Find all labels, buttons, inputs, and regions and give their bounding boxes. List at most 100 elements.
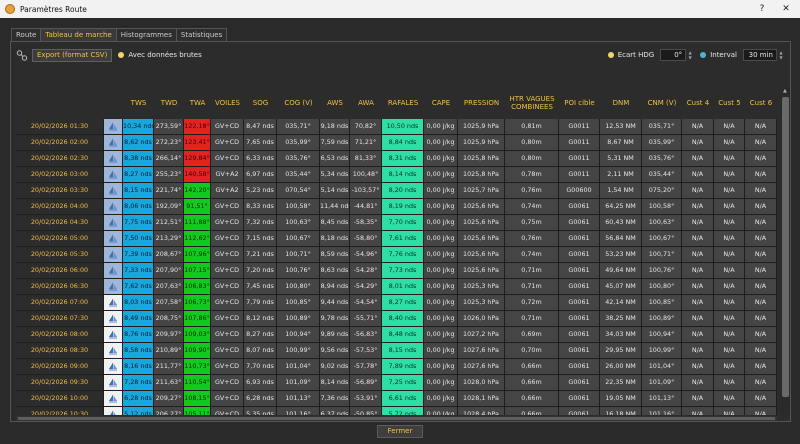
cell-dnm[interactable]: 53,23 NM xyxy=(600,247,642,263)
cell-voiles[interactable]: GV+CD xyxy=(211,231,244,247)
column-header-awa[interactable]: AWA xyxy=(358,99,374,107)
cell-c5[interactable]: N/A xyxy=(714,119,745,135)
column-header-cape[interactable]: CAPE xyxy=(431,99,451,107)
cell-awa[interactable]: 100,48° xyxy=(350,167,382,183)
cell-sog[interactable]: 8,07 nds xyxy=(244,343,277,359)
cell-awa[interactable]: -54,28° xyxy=(350,263,382,279)
scroll-up-icon[interactable]: ▲ xyxy=(783,88,787,94)
cell-c5[interactable]: N/A xyxy=(714,327,745,343)
cell-raf[interactable]: 8,15 nds xyxy=(382,343,424,359)
cell-twd[interactable]: 208,67° xyxy=(154,247,184,263)
cell-raf[interactable]: 8,27 nds xyxy=(382,295,424,311)
cell-twd[interactable]: 211,63° xyxy=(154,375,184,391)
cell-twa[interactable]: 140,58° xyxy=(184,167,211,183)
column-header-rafales[interactable]: RAFALES xyxy=(387,99,419,107)
cell-tws[interactable]: 8,38 nds xyxy=(123,151,154,167)
cell-raf[interactable]: 7,70 nds xyxy=(382,215,424,231)
cell-date[interactable]: 20/02/2026 05:30 xyxy=(16,247,104,263)
cell-aws[interactable]: 8,45 nds xyxy=(320,215,350,231)
cell-htr[interactable]: 0,66m xyxy=(505,407,559,415)
cell-twd[interactable]: 272,23° xyxy=(154,135,184,151)
cell-c5[interactable]: N/A xyxy=(714,199,745,215)
cell-voiles[interactable]: GV+CD xyxy=(211,311,244,327)
cell-cog[interactable]: 101,09° xyxy=(277,375,320,391)
column-header-cust-6[interactable]: Cust 6 xyxy=(749,99,773,107)
cell-voiles[interactable]: GV+CD xyxy=(211,119,244,135)
column-header-dnm[interactable]: DNM xyxy=(612,99,630,107)
tab-statistiques[interactable]: Statistiques xyxy=(175,28,228,41)
cell-poi[interactable]: G0061 xyxy=(559,295,600,311)
cell-poi[interactable]: G0061 xyxy=(559,375,600,391)
cell-c4[interactable]: N/A xyxy=(682,263,714,279)
cell-date[interactable]: 20/02/2026 02:30 xyxy=(16,151,104,167)
cell-poi[interactable]: G0061 xyxy=(559,263,600,279)
cell-c6[interactable]: N/A xyxy=(745,295,777,311)
column-header-icon[interactable] xyxy=(104,87,123,119)
cell-tws[interactable]: 8,16 nds xyxy=(123,359,154,375)
cell-sog[interactable]: 7,65 nds xyxy=(244,135,277,151)
cell-cog[interactable]: 101,04° xyxy=(277,359,320,375)
cell-htr[interactable]: 0,69m xyxy=(505,327,559,343)
cell-cog[interactable]: 100,67° xyxy=(277,231,320,247)
cell-c4[interactable]: N/A xyxy=(682,231,714,247)
cell-tws[interactable]: 7,39 nds xyxy=(123,247,154,263)
route-settings-icon[interactable] xyxy=(16,49,28,61)
cell-sog[interactable]: 7,32 nds xyxy=(244,215,277,231)
cell-awa[interactable]: -55,71° xyxy=(350,311,382,327)
cell-htr[interactable]: 0,75m xyxy=(505,215,559,231)
cell-twa[interactable]: 122,18° xyxy=(184,119,211,135)
tab-histogrammes[interactable]: Histogrammes xyxy=(115,28,177,41)
cell-dnm[interactable]: 1,54 NM xyxy=(600,183,642,199)
cell-twd[interactable]: 213,29° xyxy=(154,231,184,247)
column-header-aws[interactable]: AWS xyxy=(327,99,343,107)
table-row[interactable]: 20/02/2026 04:30 7,75 nds 212,51° 111,88° GV… xyxy=(16,215,777,231)
cell-cape[interactable]: 0,00 J/kg xyxy=(424,199,458,215)
cell-awa[interactable]: -44,81° xyxy=(350,199,382,215)
cell-tws[interactable]: 7,62 nds xyxy=(123,279,154,295)
cell-date[interactable]: 20/02/2026 07:30 xyxy=(16,311,104,327)
cell-sog[interactable]: 6,93 nds xyxy=(244,375,277,391)
cell-c5[interactable]: N/A xyxy=(714,359,745,375)
cell-c5[interactable]: N/A xyxy=(714,311,745,327)
cell-c6[interactable]: N/A xyxy=(745,263,777,279)
cell-twa[interactable]: 142,20° xyxy=(184,183,211,199)
column-header-pression[interactable]: PRESSION xyxy=(463,99,500,107)
cell-c6[interactable]: N/A xyxy=(745,407,777,415)
cell-voiles[interactable]: GV+CD xyxy=(211,343,244,359)
column-header-sog[interactable]: SOG xyxy=(252,99,269,107)
cell-date[interactable]: 20/02/2026 06:00 xyxy=(16,263,104,279)
cell-c5[interactable]: N/A xyxy=(714,263,745,279)
cell-raf[interactable]: 8,20 nds xyxy=(382,183,424,199)
cell-tws[interactable]: 8,06 nds xyxy=(123,199,154,215)
cell-aws[interactable]: 6,53 nds xyxy=(320,151,350,167)
cell-c6[interactable]: N/A xyxy=(745,279,777,295)
cell-date[interactable]: 20/02/2026 01:30 xyxy=(16,119,104,135)
cell-cog[interactable]: 100,71° xyxy=(277,247,320,263)
cell-c4[interactable]: N/A xyxy=(682,215,714,231)
cell-cog[interactable]: 100,76° xyxy=(277,263,320,279)
cell-cog[interactable]: 100,85° xyxy=(277,295,320,311)
cell-aws[interactable]: 7,36 nds xyxy=(320,391,350,407)
cell-htr[interactable]: 0,71m xyxy=(505,311,559,327)
cell-twa[interactable]: 112,62° xyxy=(184,231,211,247)
cell-twd[interactable]: 192,09° xyxy=(154,199,184,215)
cell-raf[interactable]: 7,61 nds xyxy=(382,231,424,247)
cell-twd[interactable]: 255,23° xyxy=(154,167,184,183)
cell-htr[interactable]: 0,76m xyxy=(505,231,559,247)
cell-cnm[interactable]: 101,13° xyxy=(642,391,682,407)
cell-dnm[interactable]: 60,43 NM xyxy=(600,215,642,231)
cell-cape[interactable]: 0,00 J/kg xyxy=(424,151,458,167)
cell-pres[interactable]: 1025,6 hPa xyxy=(458,215,505,231)
cell-cnm[interactable]: 035,71° xyxy=(642,119,682,135)
cell-dnm[interactable]: 56,84 NM xyxy=(600,231,642,247)
cell-pres[interactable]: 1025,8 hPa xyxy=(458,167,505,183)
table-row[interactable]: 20/02/2026 03:00 8,27 nds 255,23° 140,58° GV… xyxy=(16,167,777,183)
cell-tws[interactable]: 7,75 nds xyxy=(123,215,154,231)
cell-c4[interactable]: N/A xyxy=(682,327,714,343)
cell-awa[interactable]: -103,57° xyxy=(350,183,382,199)
cell-date[interactable]: 20/02/2026 03:00 xyxy=(16,167,104,183)
cell-poi[interactable]: G0061 xyxy=(559,311,600,327)
cell-awa[interactable]: -58,80° xyxy=(350,231,382,247)
cell-pres[interactable]: 1025,6 hPa xyxy=(458,231,505,247)
table-row[interactable]: 20/02/2026 09:30 7,28 nds 211,63° 110,54° GV… xyxy=(16,375,777,391)
